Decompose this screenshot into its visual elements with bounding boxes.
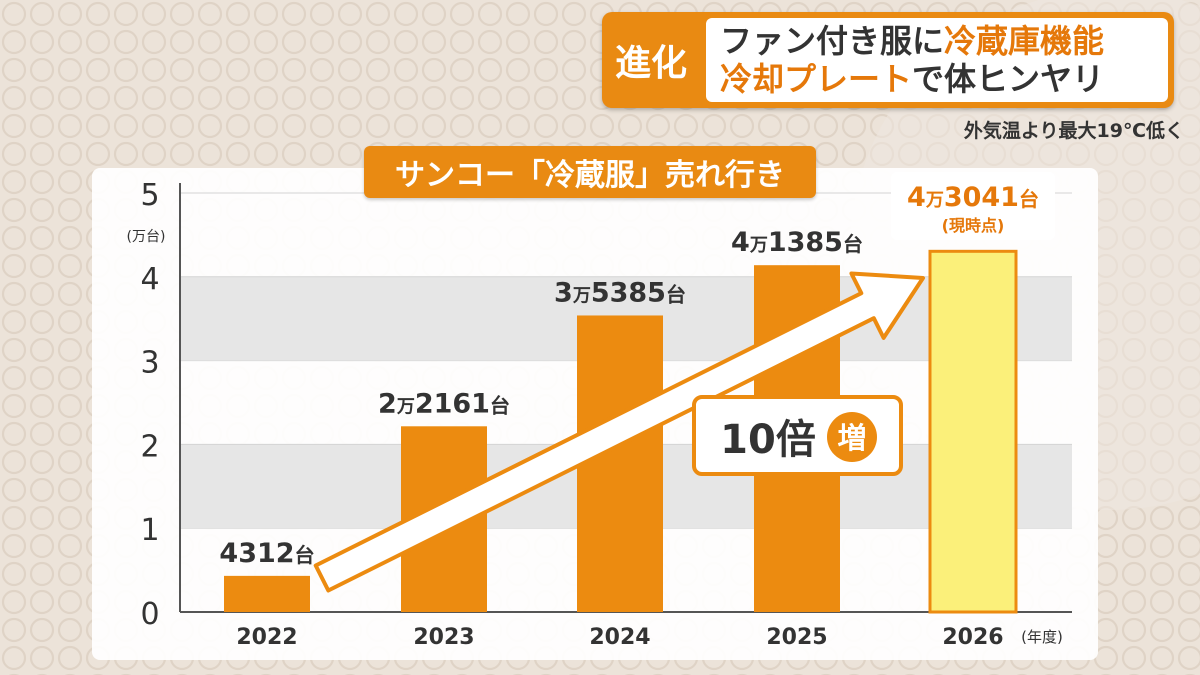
data-label-2026: 4万3041台 (現時点): [891, 172, 1055, 240]
data-label-text: 4万3041台: [907, 182, 1039, 213]
data-label-sublabel: (現時点): [942, 216, 1005, 235]
bar-2026: [928, 249, 1018, 614]
temperature-note: 外気温より最大19℃低く: [963, 120, 1184, 142]
bar-2022: [224, 575, 310, 612]
headline-banner: 進化 ファン付き服に冷蔵庫機能 冷却プレートで体ヒンヤリ: [602, 12, 1174, 108]
data-label-text: 3万5385台: [554, 277, 686, 308]
y-tick-label: 2: [140, 429, 159, 464]
y-tick-label: 4: [140, 262, 159, 297]
x-tick-label-2023: 2023: [413, 625, 474, 650]
data-label-text: 4312台: [219, 538, 314, 569]
headline-line-1-b: 冷蔵庫機能: [944, 22, 1105, 60]
data-label-box: [891, 172, 1055, 240]
growth-arrow: [313, 271, 925, 593]
headline-line-1-a: ファン付き服に: [720, 22, 945, 60]
headline-line-2-a: 冷却プレート: [720, 60, 913, 98]
x-tick-label-2022: 2022: [236, 625, 297, 650]
growth-badge-circle: [827, 412, 877, 462]
data-label-text: 4万1385台: [731, 227, 863, 258]
bar-2024: [577, 315, 663, 612]
y-tick-label: 0: [140, 597, 159, 632]
data-label-2025: 4万1385台: [731, 227, 863, 258]
data-label-2023: 2万2161台: [378, 388, 510, 419]
x-tick-label-2026: 2026: [942, 625, 1003, 650]
data-label-2022: 4312台: [219, 538, 314, 569]
headline-tag: 進化: [614, 43, 687, 84]
data-label-text: 2万2161台: [378, 388, 510, 419]
headline-box: ファン付き服に冷蔵庫機能 冷却プレートで体ヒンヤリ: [706, 18, 1168, 102]
x-tick-label-2025: 2025: [766, 625, 827, 650]
growth-annotation-text: 10倍: [720, 417, 816, 463]
headline-line-1: ファン付き服に冷蔵庫機能: [720, 22, 1160, 60]
data-label-2024: 3万5385台: [554, 277, 686, 308]
growth-annotation: 10倍増: [692, 395, 903, 476]
x-tick-label-2024: 2024: [589, 625, 650, 650]
headline-line-2: 冷却プレートで体ヒンヤリ: [720, 60, 1160, 98]
y-tick-label: 3: [140, 346, 159, 381]
headline-line-2-b: で体ヒンヤリ: [912, 60, 1105, 98]
x-axis-unit-label: (年度): [1021, 628, 1063, 646]
y-axis-unit-label: (万台): [127, 229, 166, 245]
chart-title: サンコー「冷蔵服」売れ行き: [364, 146, 816, 198]
y-tick-label: 5: [140, 178, 159, 213]
y-tick-label: 1: [140, 513, 159, 548]
growth-badge-text: 増: [837, 421, 866, 455]
